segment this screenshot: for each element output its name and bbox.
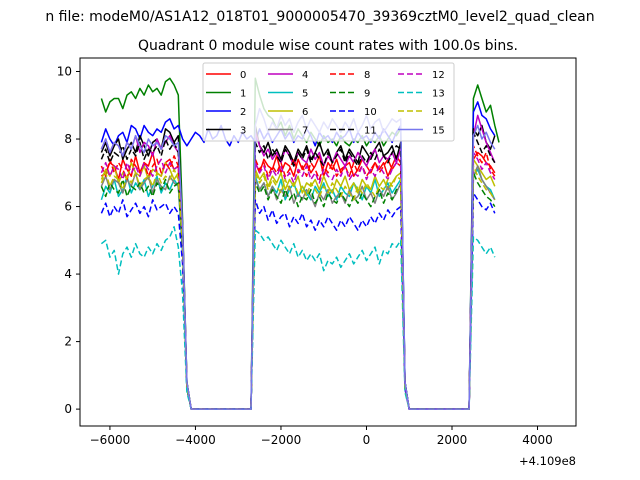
legend-label-10: 10 bbox=[364, 107, 377, 118]
legend-label-1: 1 bbox=[240, 89, 246, 100]
y-axis: 0 2 4 6 8 10 bbox=[57, 65, 80, 416]
legend-label-13: 13 bbox=[432, 89, 445, 100]
legend-label-15: 15 bbox=[432, 126, 445, 137]
legend-label-6: 6 bbox=[302, 107, 308, 118]
y-tick-label: 0 bbox=[64, 402, 72, 416]
x-tick-label: 2000 bbox=[437, 433, 468, 447]
legend-label-8: 8 bbox=[364, 70, 370, 81]
legend-label-14: 14 bbox=[432, 107, 445, 118]
legend-label-11: 11 bbox=[364, 126, 377, 137]
legend-label-0: 0 bbox=[240, 70, 246, 81]
legend-label-2: 2 bbox=[240, 107, 246, 118]
legend-label-4: 4 bbox=[302, 70, 308, 81]
series-line-8 bbox=[100, 145, 496, 410]
legend-label-7: 7 bbox=[302, 126, 308, 137]
x-tick-label: −4000 bbox=[175, 433, 216, 447]
y-tick-label: 4 bbox=[64, 267, 72, 281]
legend-label-9: 9 bbox=[364, 89, 370, 100]
y-tick-label: 10 bbox=[57, 65, 72, 79]
x-axis: −6000 −4000 −2000 0 2000 4000 bbox=[90, 426, 553, 447]
legend-label-5: 5 bbox=[302, 89, 308, 100]
y-tick-label: 2 bbox=[64, 335, 72, 349]
legend-label-3: 3 bbox=[240, 126, 246, 137]
legend-label-12: 12 bbox=[432, 70, 445, 81]
x-tick-label: −6000 bbox=[90, 433, 131, 447]
y-tick-label: 8 bbox=[64, 132, 72, 146]
chart-title: Quadrant 0 module wise count rates with … bbox=[138, 38, 518, 54]
x-tick-label: −2000 bbox=[261, 433, 302, 447]
legend-frame bbox=[202, 62, 455, 142]
chart-suptitle: n file: modeM0/AS1A12_018T01_9000005470_… bbox=[45, 9, 594, 25]
series-line-11 bbox=[100, 131, 496, 410]
x-tick-label: 4000 bbox=[522, 433, 553, 447]
x-tick-label: 0 bbox=[363, 433, 371, 447]
y-tick-label: 6 bbox=[64, 200, 72, 214]
x-offset-label: +4.109e8 bbox=[519, 454, 576, 468]
axes-frame bbox=[79, 57, 577, 427]
